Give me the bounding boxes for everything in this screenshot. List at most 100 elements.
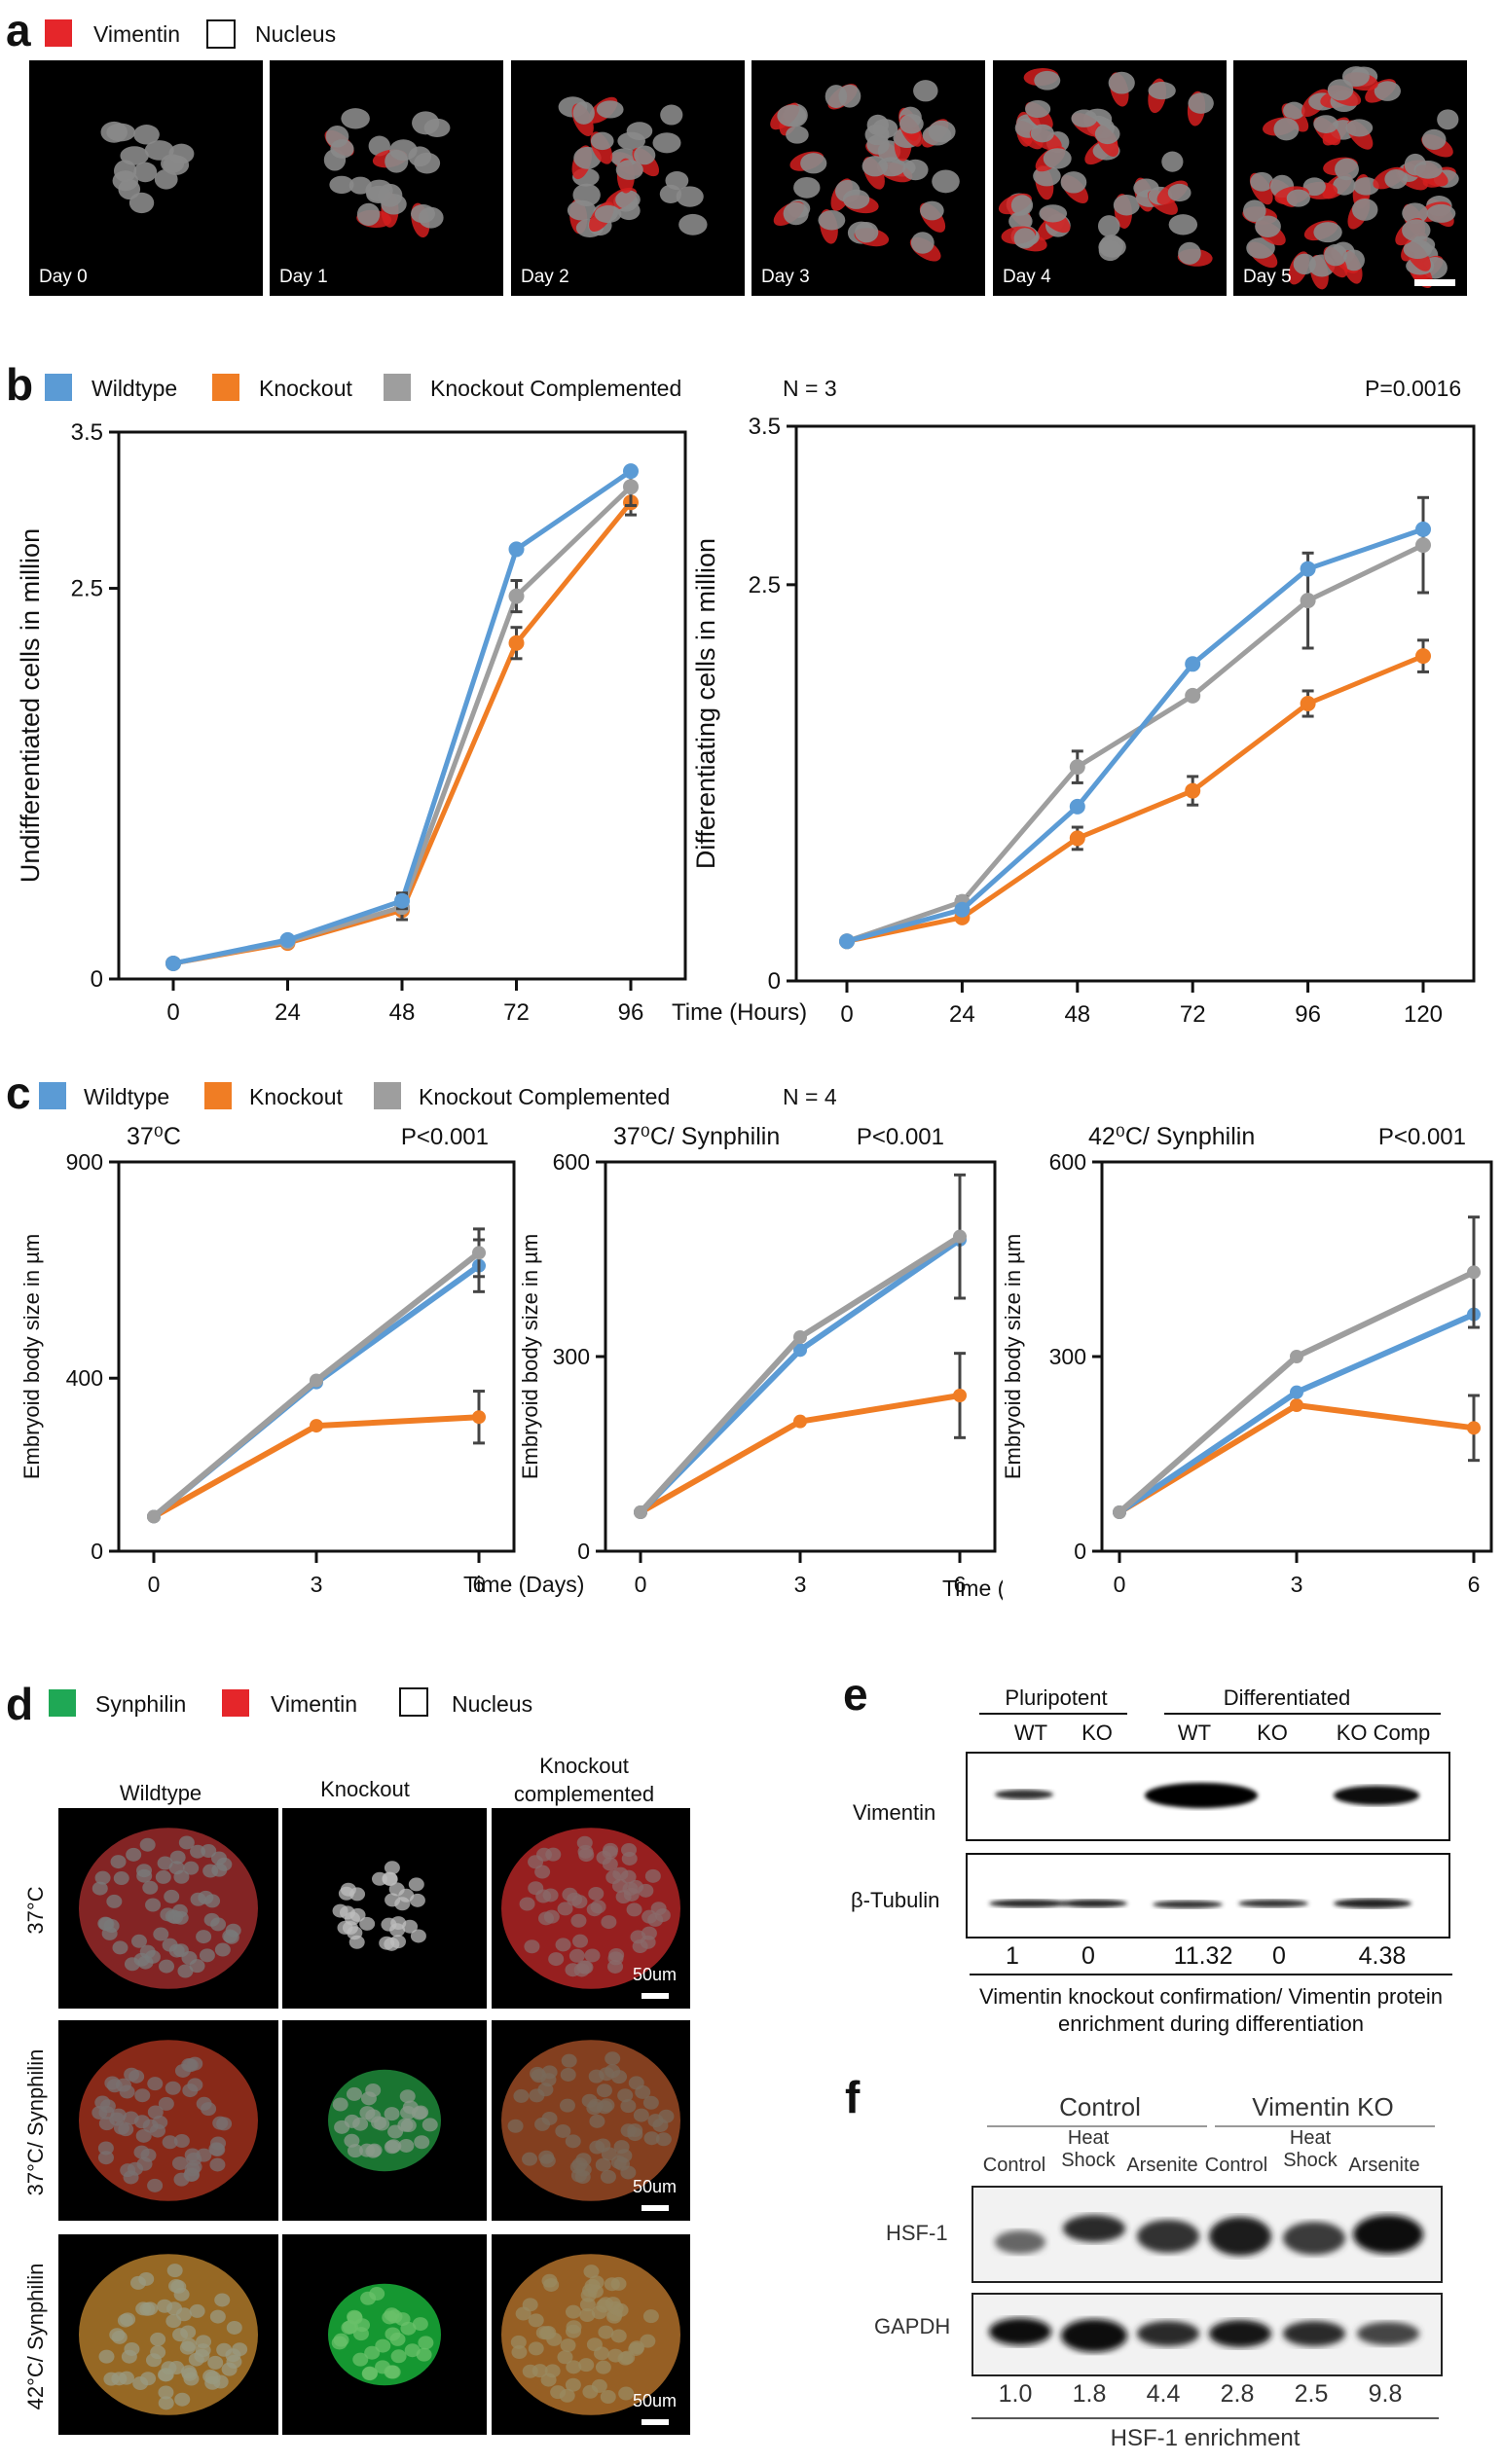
scale-label-d-1: 50um <box>632 2177 677 2196</box>
nucleus-signal <box>572 101 595 125</box>
nucleus-signal <box>899 114 924 134</box>
blot-gapdh-bands <box>973 2295 1441 2374</box>
quant-f-0: 1.0 <box>998 2380 1033 2408</box>
caption-line-f <box>971 2417 1439 2419</box>
data-point <box>508 588 525 604</box>
data-point <box>1415 521 1431 537</box>
eb-nucleus <box>595 2138 611 2153</box>
eb-nucleus <box>524 1939 540 1954</box>
eb-nucleus <box>626 1902 642 1917</box>
eb-nucleus <box>159 1959 175 1974</box>
data-point <box>1300 696 1316 711</box>
eb-nucleus <box>94 1870 111 1885</box>
y-tick-label: 300 <box>1049 1344 1086 1369</box>
eb-nucleus <box>543 2277 560 2292</box>
nucleus-signal <box>872 119 898 139</box>
y-tick-label: 300 <box>553 1344 590 1369</box>
eb-nucleus <box>194 2348 210 2363</box>
eb-nucleus <box>359 2143 376 2157</box>
legend-swatch-nucleus-d <box>399 1687 428 1717</box>
eb-nucleus <box>613 2140 630 2155</box>
eb-nucleus <box>99 2099 116 2114</box>
eb-nucleus <box>181 2057 198 2072</box>
eb-nucleus <box>655 2132 672 2147</box>
eb-nucleus <box>371 2116 387 2130</box>
chart-p-value: P<0.001 <box>401 1124 489 1150</box>
nucleus-signal <box>922 125 952 146</box>
nucleus-signal <box>1097 215 1120 237</box>
eb-nucleus <box>384 2140 400 2155</box>
eb-nucleus <box>175 2307 192 2322</box>
eb-nucleus <box>510 2335 527 2349</box>
eb-nucleus <box>589 2114 605 2128</box>
lane-label-f-5: Arsenite <box>1348 2155 1420 2176</box>
blot-hsf1 <box>971 2186 1443 2283</box>
quant-f-3: 2.8 <box>1220 2380 1255 2408</box>
y-tick-label: 600 <box>1049 1149 1086 1175</box>
eb-nucleus <box>134 2088 151 2103</box>
nucleus-signal <box>389 139 418 162</box>
eb-nucleus <box>618 2386 635 2401</box>
panel-c-letter: c <box>6 1068 31 1118</box>
nucleus-signal <box>596 100 624 119</box>
eb-nucleus <box>189 2303 205 2318</box>
band-vim-ko-comp <box>1334 1786 1419 1805</box>
data-point <box>793 1330 807 1344</box>
eb-image-svg-r1-c1 <box>328 2069 441 2172</box>
eb-nucleus <box>412 2317 428 2332</box>
eb-nucleus <box>557 2350 573 2365</box>
eb-nucleus <box>183 1861 200 1875</box>
eb-nucleus <box>390 2349 407 2364</box>
eb-nucleus <box>160 1907 176 1922</box>
eb-nucleus <box>165 2081 181 2095</box>
eb-nucleus <box>515 2306 532 2321</box>
eb-nucleus <box>332 1903 348 1918</box>
data-point <box>1069 830 1085 847</box>
band-gapdh-6 <box>1357 2322 1419 2345</box>
eb-nucleus <box>607 2301 624 2315</box>
nucleus-signal <box>412 111 440 135</box>
panel-f-caption: HSF-1 enrichment <box>1110 2425 1301 2451</box>
y-axis-label: Differentiating cells in million <box>691 538 720 869</box>
eb-nucleus <box>519 1897 535 1911</box>
eb-nucleus <box>621 1843 638 1858</box>
eb-nucleus <box>541 2065 558 2080</box>
nucleus-signal <box>1071 109 1098 127</box>
data-point <box>310 1419 323 1433</box>
eb-nucleus <box>145 1898 162 1912</box>
eb-nucleus <box>139 1837 156 1852</box>
y-tick-label: 0 <box>91 966 103 993</box>
data-point <box>1415 537 1431 554</box>
band-tub-4 <box>1238 1900 1308 1907</box>
scale-bar-d-1 <box>642 2205 669 2211</box>
legend-label-knockout-c: Knockout <box>249 1084 343 1109</box>
y-axis-label: Embryoid body size in µm <box>1001 1234 1025 1479</box>
eb-nucleus <box>346 2086 362 2101</box>
eb-nucleus <box>398 2138 415 2153</box>
nucleus-signal <box>818 209 846 231</box>
eb-nucleus <box>565 2324 581 2338</box>
band-hsf1-3 <box>1137 2220 1199 2253</box>
nucleus-signal <box>1437 109 1459 130</box>
row-label-0: 37°C <box>23 1886 48 1935</box>
eb-nucleus <box>164 1889 180 1903</box>
y-axis-label: Undifferentiated cells in million <box>16 528 45 883</box>
eb-nucleus <box>555 1938 571 1952</box>
row-label-wrap-0: 37°C <box>18 1808 56 2012</box>
data-point <box>793 1343 807 1358</box>
eb-nucleus <box>172 1910 189 1925</box>
nucleus-signal <box>665 170 689 191</box>
blot-row-label-vimentin: Vimentin <box>853 1800 936 1825</box>
micro-day-image-3 <box>770 80 960 262</box>
chart-p-value: P<0.001 <box>1378 1124 1466 1150</box>
nucleus-signal <box>1113 194 1140 216</box>
nucleus-signal <box>1178 241 1201 265</box>
data-point <box>1300 593 1316 609</box>
nucleus-signal <box>1099 235 1124 258</box>
eb-nucleus <box>535 1889 552 1903</box>
eb-nucleus <box>550 2385 567 2400</box>
eb-image-r1-c0 <box>58 2020 278 2221</box>
band-tub-2 <box>1061 1900 1127 1907</box>
data-point <box>953 1229 967 1244</box>
quant-e-3: 0 <box>1272 1942 1286 1970</box>
